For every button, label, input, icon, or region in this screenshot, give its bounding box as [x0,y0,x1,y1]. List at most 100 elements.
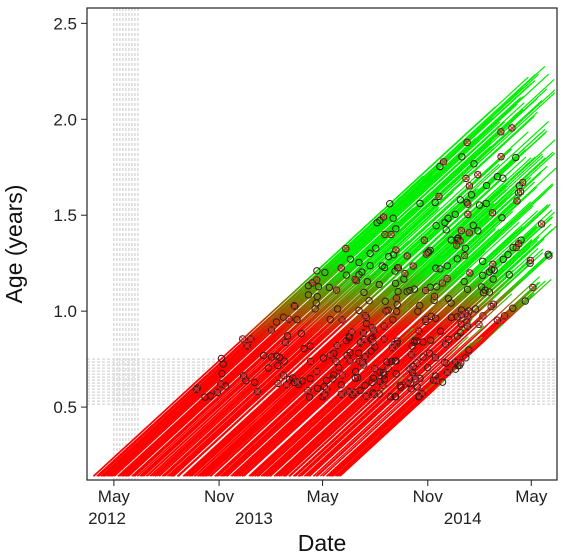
trajectory-line [139,245,392,477]
circle-marker [545,252,553,260]
trajectory-line [279,245,531,477]
crossed-marker [465,182,474,190]
trajectory-line [226,238,486,477]
trajectory-line [152,240,410,477]
y-tick-label: 0.5 [53,398,77,417]
circle-marker [391,279,400,288]
circle-marker [325,283,334,292]
trajectory-line [131,244,385,477]
crossed-marker [465,229,473,237]
crossed-marker [422,250,430,258]
crossed-marker [401,269,409,278]
crossed-marker [415,327,423,335]
crossed-marker [404,379,412,387]
crossed-marker [435,192,443,201]
circle-marker [432,283,441,291]
crossed-marker [488,209,497,217]
crossed-marker [239,372,248,380]
crossed-marker [479,312,487,320]
trajectory-line [128,123,513,477]
x-tick-label: Nov [204,487,235,506]
crossed-marker [513,197,521,205]
circle-marker [431,314,440,322]
circle-marker [342,336,351,345]
circle-marker [411,336,419,345]
circle-marker [272,318,281,326]
circle-marker [479,289,488,297]
crossed-marker [406,365,414,373]
circle-marker [365,296,373,305]
circle-marker [355,258,363,267]
circle-marker [424,248,433,256]
crossed-marker [457,359,465,367]
crossed-marker [359,329,368,337]
crossed-marker [346,357,354,365]
crossed-marker [293,378,302,386]
crossed-marker [338,316,346,324]
observation-markers [192,124,553,401]
circle-marker [426,246,434,254]
crossed-marker [192,385,200,394]
circle-marker [297,329,306,338]
crossed-marker [474,170,482,179]
trajectory-line [253,203,551,477]
circle-marker [381,297,389,306]
circle-marker [358,268,366,276]
trajectory-line [196,203,495,477]
circle-marker [321,268,329,277]
circle-marker [306,342,315,350]
trajectory-line [230,228,500,477]
circle-marker [447,313,456,322]
circle-marker [218,369,226,378]
crossed-marker [475,320,483,329]
crossed-marker [390,340,398,349]
crossed-marker [281,338,290,347]
circle-marker [354,349,363,357]
crossed-marker [392,294,401,302]
circle-marker [493,172,502,181]
trajectory-line [304,326,468,477]
trajectory-line [319,325,485,477]
trajectory-line [258,237,519,477]
circle-marker [326,315,334,324]
crossed-marker [337,264,345,272]
crossed-marker [338,371,347,379]
crossed-marker [342,244,350,253]
trajectory-line [215,193,525,477]
x-tick-label: May [307,487,340,506]
crossed-marker [413,359,421,367]
crossed-marker [508,124,516,132]
crossed-marker [285,315,293,323]
crossed-marker [462,174,470,183]
circle-marker [280,357,288,365]
trajectory-line [92,113,488,477]
crossed-marker [384,364,392,372]
crossed-marker [267,326,276,334]
crossed-marker [348,328,356,336]
crossed-marker [489,260,497,268]
trajectory-line [169,149,527,477]
trajectory-line [110,73,550,477]
circle-marker [283,332,292,340]
circle-marker [499,174,507,182]
circle-marker [392,225,400,233]
trajectory-line [223,283,434,477]
circle-marker [424,363,432,372]
crossed-marker [438,279,447,287]
circle-marker [368,378,376,387]
crossed-marker [239,335,247,343]
crossed-marker [463,138,471,147]
circle-marker [313,384,322,393]
crossed-marker [326,351,335,359]
crossed-marker [519,178,527,187]
circle-marker [475,201,484,209]
crossed-marker [304,386,312,395]
trajectory-line [168,155,518,477]
crossed-marker [440,358,449,366]
circle-marker [482,181,491,190]
crossed-marker [512,243,520,252]
circle-marker [419,353,427,361]
circle-marker [436,162,444,171]
trajectory-line [167,184,485,477]
crossed-marker [370,390,378,398]
